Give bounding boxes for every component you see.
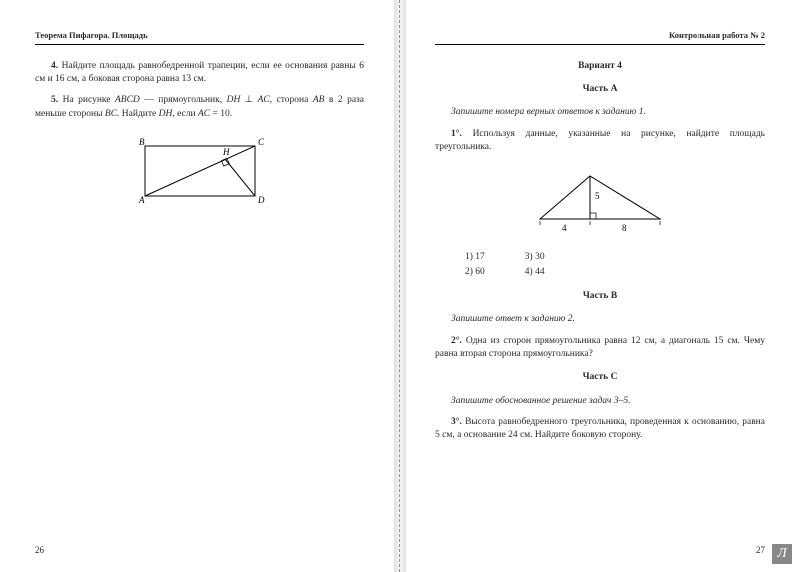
right-page: Контрольная работа № 2 Вариант 4 Часть A…: [400, 0, 800, 572]
page-number-right: 27: [756, 544, 765, 557]
svg-text:B: B: [139, 137, 145, 147]
variant-title: Вариант 4: [435, 60, 765, 73]
question-3: 3°. Высота равнобедренного треугольника,…: [435, 416, 765, 443]
svg-text:8: 8: [622, 223, 627, 233]
header-title-r: Контрольная работа № 2: [669, 30, 765, 42]
svg-text:H: H: [222, 147, 230, 157]
left-header: Теорема Пифагора. Площадь: [35, 30, 364, 45]
right-header: Контрольная работа № 2: [435, 30, 765, 45]
book-spread: Теорема Пифагора. Площадь 4. 4. Найдите …: [0, 0, 800, 572]
question-1: 1°. Используя данные, указанные на рисун…: [435, 128, 765, 155]
watermark-icon: Л: [772, 544, 792, 564]
rectangle-figure: B C D A H: [35, 131, 364, 216]
svg-text:C: C: [258, 137, 265, 147]
answer-options: 1) 172) 60 3) 304) 44: [465, 250, 765, 280]
instruction-a: Запишите номера верных ответов к заданию…: [435, 106, 765, 119]
problem-4: 4. 4. Найдите площадь равнобедренной тра…: [35, 60, 364, 87]
svg-text:A: A: [138, 195, 145, 205]
part-c-title: Часть C: [435, 371, 765, 384]
svg-text:5: 5: [595, 191, 600, 201]
instruction-b: Запишите ответ к заданию 2.: [435, 313, 765, 326]
question-2: 2°. Одна из сторон прямоугольника равна …: [435, 335, 765, 362]
svg-text:D: D: [257, 195, 265, 205]
problem-5: 5. На рисунке ABCD — прямоугольник, DH ⊥…: [35, 94, 364, 121]
triangle-figure: 5 4 8: [435, 164, 765, 239]
svg-text:4: 4: [562, 223, 567, 233]
page-number-left: 26: [35, 544, 44, 557]
instruction-c: Запишите обоснованное решение задач 3–5.: [435, 395, 765, 408]
part-a-title: Часть A: [435, 83, 765, 96]
header-title: Теорема Пифагора. Площадь: [35, 30, 148, 42]
part-b-title: Часть B: [435, 290, 765, 303]
left-page: Теорема Пифагора. Площадь 4. 4. Найдите …: [0, 0, 400, 572]
